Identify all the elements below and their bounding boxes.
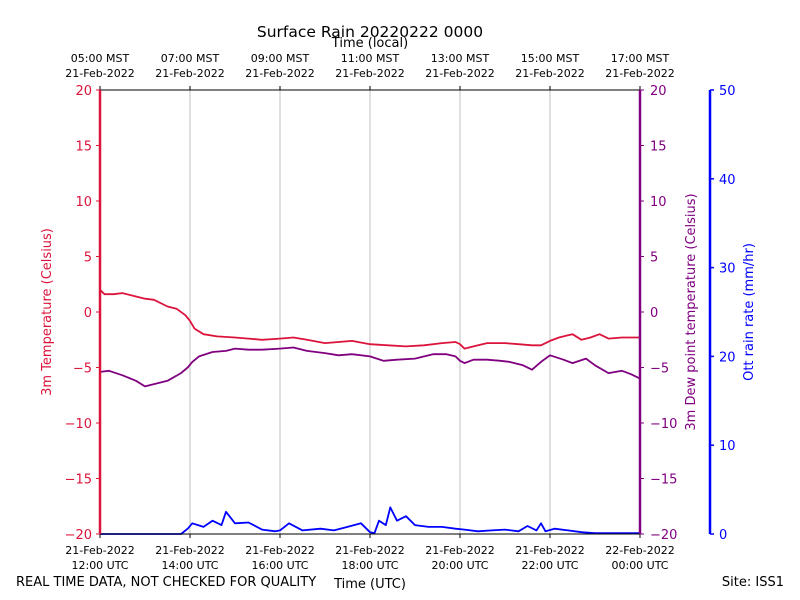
bottom-tick-time: 22:00 UTC: [521, 559, 578, 572]
bottom-tick-time: 16:00 UTC: [251, 559, 308, 572]
temp-tick-label: 10: [75, 195, 92, 210]
top-tick-time: 11:00 MST: [341, 52, 400, 65]
dewpoint-tick-label: −20: [650, 528, 677, 543]
3m-dew-point-temperature-line: [99, 346, 641, 388]
rain-tick-label: 0: [719, 528, 727, 543]
series-layer: [99, 289, 641, 535]
temp-tick-label: 20: [75, 84, 92, 99]
top-tick-date: 21-Feb-2022: [515, 67, 584, 80]
temp-tick-label: −10: [65, 417, 92, 432]
rain-tick-label: 40: [719, 173, 736, 188]
rain-tick-label: 50: [719, 84, 736, 99]
dewpoint-tick-label: 15: [650, 140, 667, 155]
bottom-tick-time: 12:00 UTC: [71, 559, 128, 572]
rain-tick-label: 10: [719, 439, 736, 454]
axes-layer: 21-Feb-2022 12:00 UTC 21-Feb-2022 14:00 UTC…: [65, 52, 736, 572]
temp-tick-label: 5: [84, 251, 92, 266]
bottom-tick-time: 14:00 UTC: [161, 559, 218, 572]
ott-rain-rate-line: [100, 506, 640, 535]
top-tick-time: 13:00 MST: [431, 52, 490, 65]
top-axis-label: Time (local): [331, 36, 408, 51]
top-tick-time: 15:00 MST: [521, 52, 580, 65]
temp-tick-label: −20: [65, 528, 92, 543]
bottom-tick-time: 00:00 UTC: [611, 559, 668, 572]
dewpoint-tick-label: 20: [650, 84, 667, 99]
3m-temperature-line: [99, 289, 640, 350]
data-quality-note: REAL TIME DATA, NOT CHECKED FOR QUALITY: [16, 575, 317, 590]
bottom-tick-date: 21-Feb-2022: [245, 544, 314, 557]
dewpoint-y-axis-label: 3m Dew point temperature (Celsius): [684, 193, 699, 430]
vertical-gridlines: [189, 90, 551, 534]
dewpoint-tick-label: 0: [650, 306, 658, 321]
temp-tick-label: −5: [73, 362, 92, 377]
dewpoint-tick-label: −15: [650, 473, 677, 488]
x-axis-label: Time (UTC): [333, 577, 406, 592]
top-tick-date: 21-Feb-2022: [605, 67, 674, 80]
site-label: Site: ISS1: [721, 575, 784, 590]
top-tick-date: 21-Feb-2022: [335, 67, 404, 80]
top-tick-time: 17:00 MST: [611, 52, 670, 65]
bottom-tick-time: 20:00 UTC: [431, 559, 488, 572]
bottom-tick-date: 21-Feb-2022: [155, 544, 224, 557]
chart-title: Surface Rain 20220222 0000: [257, 23, 483, 41]
rain-tick-label: 30: [719, 262, 736, 277]
dewpoint-tick-label: −5: [650, 362, 669, 377]
dewpoint-tick-label: −10: [650, 417, 677, 432]
temp-tick-label: 0: [84, 306, 92, 321]
bottom-tick-date: 21-Feb-2022: [425, 544, 494, 557]
top-tick-date: 21-Feb-2022: [425, 67, 494, 80]
top-tick-date: 21-Feb-2022: [245, 67, 314, 80]
bottom-tick-date: 22-Feb-2022: [605, 544, 674, 557]
top-tick-date: 21-Feb-2022: [155, 67, 224, 80]
left-y-axis-label: 3m Temperature (Celsius): [40, 228, 55, 396]
top-tick-date: 21-Feb-2022: [65, 67, 134, 80]
top-tick-time: 07:00 MST: [161, 52, 220, 65]
rain-tick-label: 20: [719, 350, 736, 365]
bottom-tick-date: 21-Feb-2022: [515, 544, 584, 557]
dewpoint-tick-label: 5: [650, 251, 658, 266]
rain-y-axis-label: Ott rain rate (mm/hr): [742, 243, 757, 381]
bottom-tick-date: 21-Feb-2022: [335, 544, 404, 557]
dewpoint-tick-label: 10: [650, 195, 667, 210]
temp-tick-label: −15: [65, 473, 92, 488]
bottom-tick-time: 18:00 UTC: [341, 559, 398, 572]
top-tick-time: 09:00 MST: [251, 52, 310, 65]
top-tick-time: 05:00 MST: [71, 52, 130, 65]
temp-tick-label: 15: [75, 140, 92, 155]
bottom-tick-date: 21-Feb-2022: [65, 544, 134, 557]
